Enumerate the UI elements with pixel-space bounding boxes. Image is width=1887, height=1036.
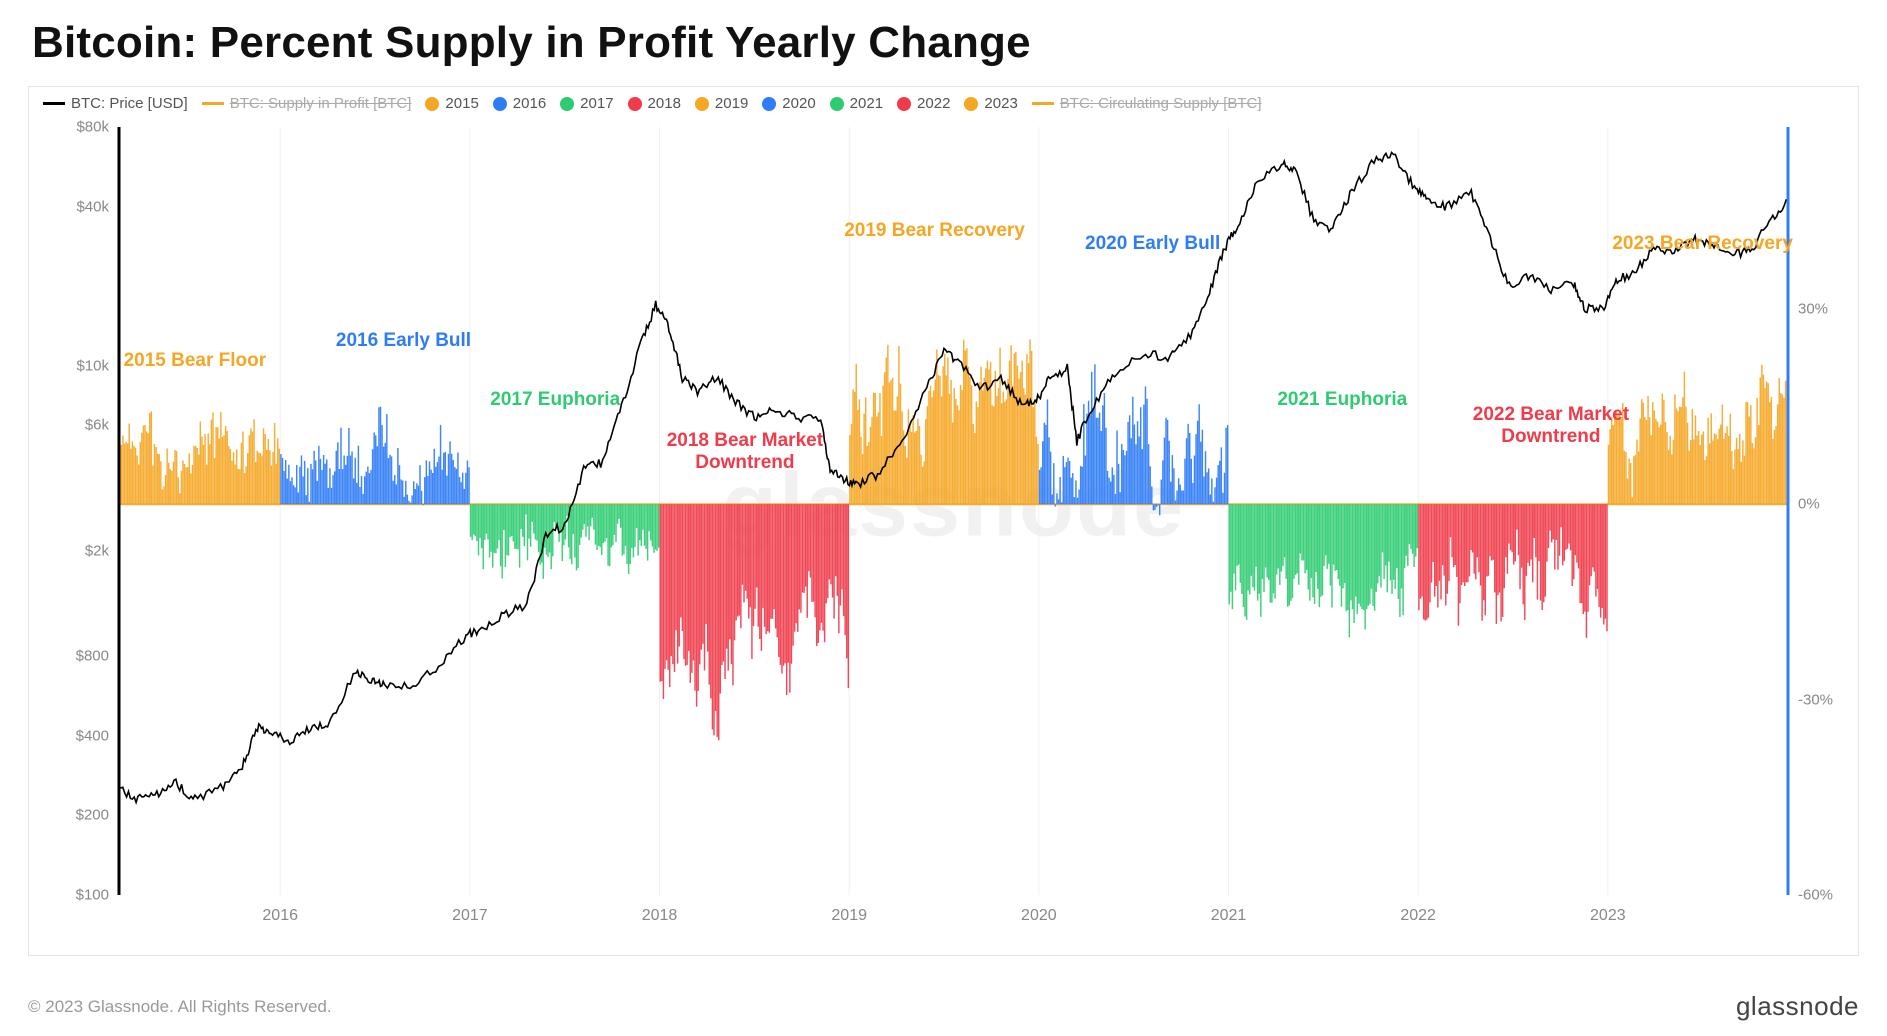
legend-label: 2021 — [850, 95, 883, 112]
y-left-tick-label: $100 — [76, 887, 119, 904]
y-left-tick-label: $10k — [76, 357, 119, 374]
x-tick-label: 2017 — [452, 895, 488, 925]
legend-label: 2020 — [782, 95, 815, 112]
y-right-tick-label: 0% — [1788, 496, 1820, 513]
legend-item: 2017 — [560, 95, 613, 112]
x-tick-label: 2020 — [1021, 895, 1057, 925]
legend-label: BTC: Supply in Profit [BTC] — [230, 95, 412, 112]
legend-item: 2020 — [762, 95, 815, 112]
y-left-tick-label: $800 — [76, 648, 119, 665]
legend-label: 2017 — [580, 95, 613, 112]
legend-swatch — [762, 97, 776, 111]
page-title: Bitcoin: Percent Supply in Profit Yearly… — [32, 18, 1859, 68]
legend-label: 2023 — [984, 95, 1017, 112]
x-tick-label: 2022 — [1400, 895, 1436, 925]
legend-swatch — [830, 97, 844, 111]
x-tick-label: 2023 — [1590, 895, 1626, 925]
legend-item: BTC: Supply in Profit [BTC] — [202, 95, 412, 112]
y-right-tick-label: 30% — [1788, 300, 1828, 317]
legend-label: 2018 — [648, 95, 681, 112]
legend-item: 2021 — [830, 95, 883, 112]
legend-item: 2018 — [628, 95, 681, 112]
legend-swatch — [695, 97, 709, 111]
legend-swatch — [964, 97, 978, 111]
x-tick-label: 2018 — [642, 895, 678, 925]
legend-swatch — [897, 97, 911, 111]
legend-item: 2022 — [897, 95, 950, 112]
y-right-tick-label: -30% — [1788, 691, 1833, 708]
legend-label: 2015 — [445, 95, 478, 112]
y-left-tick-label: $6k — [85, 416, 119, 433]
legend-item: 2019 — [695, 95, 748, 112]
legend-item: BTC: Price [USD] — [43, 95, 188, 112]
legend-label: BTC: Price [USD] — [71, 95, 188, 112]
legend-label: 2019 — [715, 95, 748, 112]
plot-area: glassnode $100$200$400$800$2k$6k$10k$40k… — [119, 127, 1788, 895]
copyright-text: © 2023 Glassnode. All Rights Reserved. — [28, 997, 332, 1017]
legend-label: 2022 — [917, 95, 950, 112]
y-left-tick-label: $200 — [76, 807, 119, 824]
chart-svg — [119, 127, 1788, 895]
legend-swatch — [425, 97, 439, 111]
legend-label: BTC: Circulating Supply [BTC] — [1060, 95, 1262, 112]
legend-swatch — [628, 97, 642, 111]
y-left-tick-label: $400 — [76, 727, 119, 744]
legend: BTC: Price [USD] BTC: Supply in Profit [B… — [43, 95, 1262, 112]
brand-logo: glassnode — [1736, 991, 1859, 1022]
chart-frame: BTC: Price [USD] BTC: Supply in Profit [B… — [28, 86, 1859, 956]
legend-item: 2023 — [964, 95, 1017, 112]
y-left-tick-label: $80k — [76, 119, 119, 136]
x-tick-label: 2019 — [831, 895, 867, 925]
legend-swatch — [43, 102, 65, 105]
legend-swatch — [560, 97, 574, 111]
y-right-tick-label: -60% — [1788, 887, 1833, 904]
y-left-tick-label: $2k — [85, 542, 119, 559]
legend-swatch — [493, 97, 507, 111]
x-tick-label: 2021 — [1211, 895, 1247, 925]
legend-item: 2016 — [493, 95, 546, 112]
legend-item: 2015 — [425, 95, 478, 112]
legend-label: 2016 — [513, 95, 546, 112]
legend-item: BTC: Circulating Supply [BTC] — [1032, 95, 1262, 112]
legend-swatch — [202, 102, 224, 105]
legend-swatch — [1032, 102, 1054, 105]
y-left-tick-label: $40k — [76, 198, 119, 215]
x-tick-label: 2016 — [262, 895, 298, 925]
